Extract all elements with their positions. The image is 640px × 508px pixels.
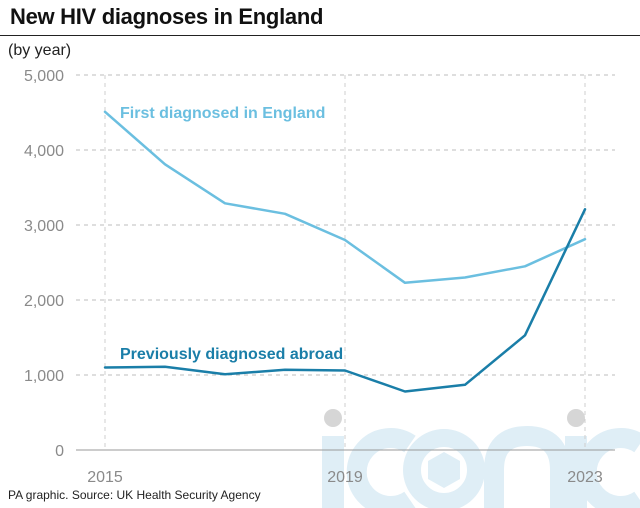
chart-grid bbox=[76, 74, 615, 451]
y-tick-label: 2,000 bbox=[24, 293, 64, 310]
series-line-0 bbox=[103, 110, 587, 285]
x-axis: 2015 2019 2023 bbox=[87, 469, 603, 486]
iconic-watermark bbox=[322, 409, 640, 508]
title-divider bbox=[0, 35, 640, 36]
y-tick-label: 4,000 bbox=[24, 143, 64, 160]
chart-title: New HIV diagnoses in England bbox=[10, 4, 324, 29]
x-tick-label: 2015 bbox=[87, 469, 123, 486]
x-tick-label: 2019 bbox=[327, 469, 363, 486]
source-note: PA graphic. Source: UK Health Security A… bbox=[8, 488, 261, 502]
chart-series bbox=[103, 110, 587, 393]
series-label-0: First diagnosed in England bbox=[120, 105, 325, 122]
y-tick-label: 1,000 bbox=[24, 368, 64, 385]
y-tick-label: 5,000 bbox=[24, 68, 64, 85]
y-tick-label: 3,000 bbox=[24, 218, 64, 235]
series-label-1: Previously diagnosed abroad bbox=[120, 346, 343, 363]
watermark-stroke bbox=[322, 436, 344, 508]
watermark-hexagon bbox=[428, 452, 460, 488]
watermark-stroke bbox=[576, 428, 640, 508]
x-tick-label: 2023 bbox=[567, 469, 603, 486]
series-line-1 bbox=[103, 208, 587, 393]
watermark-stroke bbox=[346, 428, 416, 508]
y-tick-label: 0 bbox=[55, 443, 64, 460]
chart-subtitle: (by year) bbox=[8, 42, 72, 59]
watermark-stroke bbox=[403, 429, 485, 508]
series-labels: First diagnosed in England Previously dia… bbox=[120, 105, 343, 363]
y-axis: 5,000 4,000 3,000 2,000 1,000 0 bbox=[24, 68, 64, 460]
watermark-dot bbox=[567, 409, 585, 427]
watermark-stroke bbox=[484, 425, 570, 508]
watermark-dot bbox=[324, 409, 342, 427]
